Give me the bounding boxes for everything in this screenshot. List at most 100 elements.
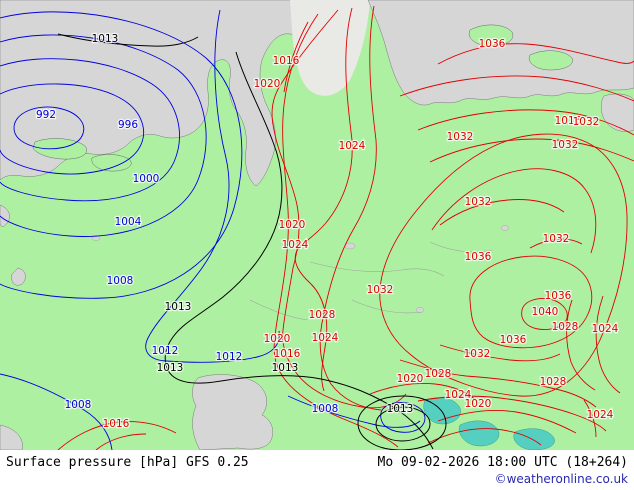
pressure-label-996: 996 (118, 119, 138, 131)
admin-border (351, 299, 423, 314)
pressure-label-1008: 1008 (65, 399, 92, 411)
island-2 (91, 154, 132, 172)
pressure-label-1032: 1032 (447, 131, 474, 143)
isobar-996 (0, 83, 145, 175)
isobar-1036-loop (469, 255, 593, 349)
lake-3 (500, 225, 510, 231)
pressure-label-1013: 1013 (272, 362, 299, 374)
pressure-label-1032: 1032 (367, 284, 394, 296)
isobar-low-center-oval (380, 402, 426, 433)
isobar-1016-southeast (427, 428, 542, 446)
border-layer (249, 241, 493, 321)
pressure-label-1024: 1024 (312, 332, 339, 344)
isobar-1016-west (273, 13, 399, 448)
pressure-label-1040: 1040 (532, 306, 559, 318)
pressure-label-1020: 1020 (279, 219, 306, 231)
isobar-1028-southeast (399, 359, 597, 408)
isobar-1020-low-ring (369, 383, 478, 402)
sea-speck-corner (0, 424, 23, 450)
pressure-label-1016: 1016 (273, 55, 300, 67)
isobar-1024-southeast (417, 395, 607, 432)
isobar-1008-southwest (0, 373, 113, 450)
isobars-low-group (0, 9, 426, 450)
pressure-labels-layer: 1013 1013 1013 1013 1013 992 996 1000 1004 1008 10… (35, 32, 620, 432)
pressure-map-svg: 1013 1013 1013 1013 1013 992 996 1000 1004 1008 10… (0, 0, 634, 450)
isobar-1032-inner-arc (431, 168, 597, 254)
footer-right: Mo 09-02-2026 18:00 UTC (18+264) ©weathe… (378, 455, 628, 486)
isobar-992 (13, 106, 85, 150)
pressure-label-1036: 1036 (500, 334, 527, 346)
pressure-label-1024: 1024 (587, 409, 614, 421)
pressure-label-1032: 1032 (464, 348, 491, 360)
isobar-1032-arc-3 (529, 238, 583, 249)
admin-border (429, 241, 493, 253)
pressure-label-1028: 1028 (309, 309, 336, 321)
isobar-1013-top (57, 33, 199, 47)
pressure-label-1028: 1028 (425, 368, 452, 380)
isobar-southwest-inner (95, 433, 147, 450)
pressure-label-1028: 1028 (552, 321, 579, 333)
lake-4 (415, 307, 425, 313)
island-3 (468, 24, 514, 47)
sea-area-right-edge (601, 93, 634, 132)
isobar-1028-west (319, 5, 382, 411)
isobars-reference-group (57, 33, 447, 450)
island-layer (32, 24, 573, 172)
isobar-1032-arc-2 (439, 199, 565, 226)
isobar-1024-right-edge (595, 295, 621, 394)
pressure-label-1008: 1008 (107, 275, 134, 287)
water-teal-layer (423, 397, 555, 450)
pressure-label-1032: 1032 (465, 196, 492, 208)
pressure-label-1000: 1000 (133, 173, 160, 185)
isobar-1040-loop (521, 298, 568, 330)
isobar-1036-top (437, 43, 634, 65)
isobar-topright-1 (399, 75, 634, 102)
map-title: Surface pressure [hPa] GFS 0.25 (6, 455, 249, 470)
isobar-1032-loop (379, 133, 628, 397)
pressure-label-992: 992 (36, 109, 56, 121)
isobar-1004 (0, 34, 207, 237)
isobar-1024-west (294, 7, 353, 392)
pressure-label-1013: 1013 (92, 33, 119, 45)
pressure-label-1016: 1016 (103, 418, 130, 430)
isobar-1028-right-edge (566, 299, 596, 391)
pressure-label-1036: 1036 (479, 38, 506, 50)
isobars-high-group (57, 5, 634, 450)
teal-water-3 (513, 428, 555, 450)
pressure-label-1016: 1016 (555, 115, 582, 127)
sea-area-bottom-center (192, 374, 273, 450)
isobar-1020-west (271, 9, 407, 409)
footer: Surface pressure [hPa] GFS 0.25 Mo 09-02… (0, 450, 634, 490)
sea-layer (0, 0, 634, 450)
pressure-label-1020: 1020 (264, 333, 291, 345)
isobar-1013-low-ring-inner (375, 406, 431, 442)
pressure-label-1020: 1020 (254, 78, 281, 90)
pressure-label-1036: 1036 (465, 251, 492, 263)
isobar-1008 (0, 11, 243, 299)
pressure-label-1020: 1020 (397, 373, 424, 385)
pressure-label-1013: 1013 (165, 301, 192, 313)
pressure-label-1020: 1020 (465, 398, 492, 410)
admin-border (249, 299, 309, 321)
teal-water-2 (458, 420, 500, 447)
isobar-topright-3 (429, 138, 634, 163)
pressure-label-1012: 1012 (152, 345, 179, 357)
pressure-label-1028: 1028 (540, 376, 567, 388)
isobar-1000 (0, 58, 180, 202)
sea-area-topcenter (290, 0, 370, 96)
island-4 (528, 50, 573, 71)
pressure-label-1013: 1013 (157, 362, 184, 374)
pressure-label-1032: 1032 (552, 139, 579, 151)
admin-border (309, 261, 445, 277)
surface-pressure-map: 1013 1013 1013 1013 1013 992 996 1000 1004 1008 10… (0, 0, 634, 450)
pressure-label-1024: 1024 (445, 389, 472, 401)
copyright-link[interactable]: ©weatheronline.co.uk (494, 472, 628, 486)
forecast-timestamp: Mo 09-02-2026 18:00 UTC (18+264) (377, 455, 628, 470)
isobar-topright-2 (417, 109, 634, 136)
pressure-label-1032: 1032 (543, 233, 570, 245)
isobar-1020-southeast (437, 410, 577, 434)
pressure-label-1004: 1004 (115, 216, 142, 228)
lake-2 (344, 242, 356, 250)
sea-area-northeast (367, 0, 634, 106)
